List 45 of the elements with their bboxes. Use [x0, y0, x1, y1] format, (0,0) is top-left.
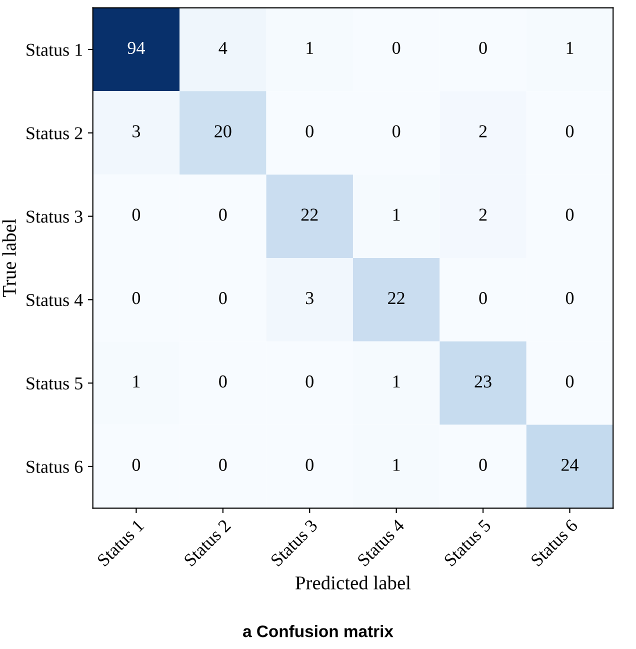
data-label: 1	[306, 42, 314, 54]
data-label: 20	[214, 125, 232, 138]
data-label: 4	[218, 42, 228, 54]
data-label: 24	[562, 458, 578, 471]
data-label: 3	[132, 125, 140, 138]
y-tick-label: Status 2	[26, 127, 82, 140]
data-label: 0	[132, 208, 140, 221]
data-label: 1	[393, 375, 400, 388]
data-label: 0	[306, 458, 314, 471]
data-label: 0	[392, 125, 400, 138]
data-label: 22	[388, 292, 404, 304]
data-label: 0	[132, 458, 140, 471]
data-label: 2	[479, 208, 487, 221]
data-label: 22	[301, 208, 318, 221]
data-label: 0	[479, 42, 487, 54]
data-label: 0	[306, 375, 314, 388]
data-label: 0	[566, 292, 574, 304]
data-label: 0	[392, 42, 400, 54]
data-label: 0	[566, 125, 574, 138]
data-label: 0	[566, 375, 574, 388]
y-tick-label: Status 5	[26, 377, 82, 390]
data-label: 0	[219, 292, 227, 304]
y-tick-label: Status 3	[26, 210, 82, 223]
data-label: 0	[306, 125, 314, 138]
data-label: 23	[474, 375, 492, 388]
data-label: 1	[393, 458, 400, 471]
data-label: 0	[219, 208, 227, 221]
data-label: 94	[128, 42, 145, 54]
y-tick-label: Status 1	[26, 44, 82, 56]
data-label: 3	[306, 292, 314, 304]
data-label: 1	[566, 42, 574, 54]
data-label: 2	[479, 125, 487, 138]
data-label: 0	[219, 375, 227, 388]
y-tick-label: Status 6	[26, 460, 83, 473]
data-label: 1	[133, 375, 140, 388]
x-axis-title: Predicted label	[296, 576, 411, 590]
data-label: 1	[393, 208, 400, 221]
text: a Confusion matrix	[243, 625, 394, 638]
data-label: 0	[479, 292, 487, 304]
data-label: 0	[566, 208, 574, 221]
data-label: 0	[219, 458, 227, 471]
y-axis-title: True label	[2, 219, 16, 297]
data-label: 0	[132, 292, 140, 304]
data-label: 0	[479, 458, 487, 471]
y-tick-label: Status 4	[26, 294, 83, 306]
